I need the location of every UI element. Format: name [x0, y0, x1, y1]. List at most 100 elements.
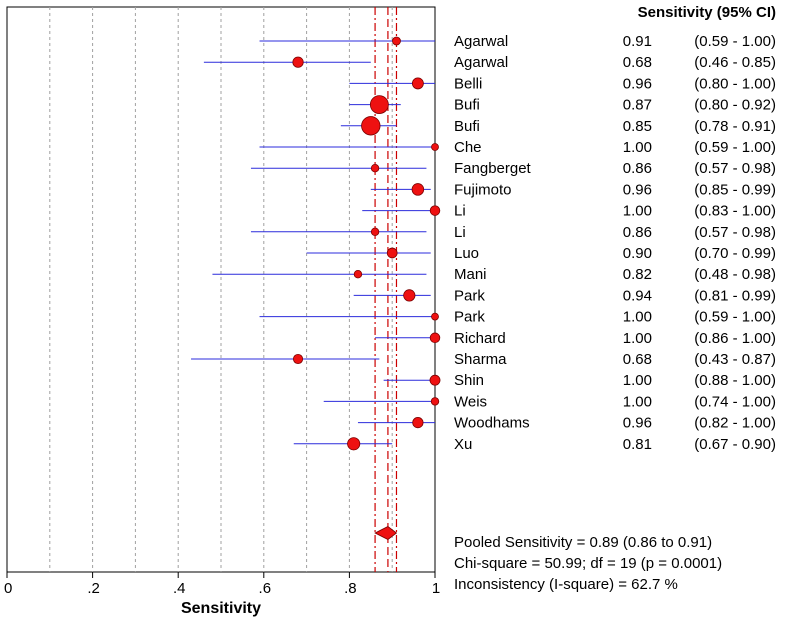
pooled-diamond	[374, 526, 398, 540]
study-sensitivity: 0.82	[623, 266, 652, 283]
x-tick-label: 1	[432, 580, 440, 597]
study-ci: (0.82 - 1.00)	[694, 415, 776, 432]
study-marker	[429, 205, 441, 216]
study-name: Sharma	[454, 351, 507, 368]
study-sensitivity: 0.86	[623, 160, 652, 177]
pooled-diamond-group	[374, 526, 398, 540]
study-name: Bufi	[454, 118, 480, 135]
study-marker	[347, 437, 361, 451]
study-ci: (0.57 - 0.98)	[694, 160, 776, 177]
study-labels: Agarwal 0.91 (0.59 - 1.00) Agarwal 0.68 (0.46…	[454, 33, 776, 453]
x-tick-label: .2	[87, 580, 100, 597]
study-sensitivity: 1.00	[623, 203, 652, 220]
study-sensitivity: 0.91	[623, 33, 652, 50]
study-marker	[369, 95, 389, 114]
study-ci: (0.85 - 0.99)	[694, 181, 776, 198]
study-ci: (0.59 - 1.00)	[694, 309, 776, 326]
study-name: Weis	[454, 393, 487, 410]
study-sensitivity: 1.00	[623, 393, 652, 410]
study-marker	[431, 312, 439, 321]
study-sensitivity: 1.00	[623, 309, 652, 326]
study-marker	[411, 77, 424, 90]
summary-line: Inconsistency (I-square) = 62.7 %	[454, 576, 678, 593]
study-marker	[353, 270, 363, 279]
study-markers	[292, 36, 441, 451]
study-name: Fangberget	[454, 160, 532, 177]
study-ci: (0.59 - 1.00)	[694, 33, 776, 50]
study-ci: (0.80 - 0.92)	[694, 97, 776, 114]
study-sensitivity: 0.87	[623, 97, 652, 114]
study-ci: (0.86 - 1.00)	[694, 330, 776, 347]
study-marker	[386, 247, 398, 259]
study-name: Woodhams	[454, 415, 530, 432]
study-ci: (0.83 - 1.00)	[694, 203, 776, 220]
summary-line: Pooled Sensitivity = 0.89 (0.86 to 0.91)	[454, 534, 712, 551]
study-sensitivity: 0.96	[623, 75, 652, 92]
x-tick-label: 0	[4, 580, 12, 597]
summary-line: Chi-square = 50.99; df = 19 (p = 0.0001)	[454, 555, 722, 572]
study-name: Li	[454, 203, 466, 220]
study-name: Li	[454, 224, 466, 241]
study-ci: (0.67 - 0.90)	[694, 436, 776, 453]
study-marker	[412, 416, 424, 429]
study-marker	[361, 116, 381, 136]
study-name: Belli	[454, 75, 482, 92]
pooled-lines	[374, 7, 398, 572]
study-ci: (0.70 - 0.99)	[694, 245, 776, 262]
study-sensitivity: 0.94	[623, 287, 652, 304]
study-sensitivity: 0.68	[623, 54, 652, 71]
study-name: Richard	[454, 330, 506, 347]
x-tick-label: .6	[259, 580, 272, 597]
study-sensitivity: 0.68	[623, 351, 652, 368]
x-tick-label: .4	[173, 580, 186, 597]
study-name: Fujimoto	[454, 181, 512, 198]
study-ci: (0.57 - 0.98)	[694, 224, 776, 241]
study-ci: (0.43 - 0.87)	[694, 351, 776, 368]
study-ci: (0.81 - 0.99)	[694, 287, 776, 304]
study-sensitivity: 1.00	[623, 330, 652, 347]
grid-lines	[49, 7, 393, 572]
study-marker	[370, 227, 380, 236]
study-name: Che	[454, 139, 482, 156]
study-name: Bufi	[454, 97, 480, 114]
study-sensitivity: 0.90	[623, 245, 652, 262]
study-marker	[292, 56, 304, 68]
study-name: Shin	[454, 372, 484, 389]
study-name: Park	[454, 287, 485, 304]
study-sensitivity: 0.81	[623, 436, 652, 453]
summary-stats: Pooled Sensitivity = 0.89 (0.86 to 0.91)…	[454, 534, 722, 593]
study-sensitivity: 0.96	[623, 415, 652, 432]
study-name: Xu	[454, 436, 472, 453]
study-sensitivity: 1.00	[623, 372, 652, 389]
x-axis-label: Sensitivity	[181, 600, 261, 617]
study-ci: (0.78 - 0.91)	[694, 118, 776, 135]
x-axis: 0 .2 .4 .6 .8 1	[4, 572, 440, 597]
study-marker	[370, 164, 380, 173]
column-header: Sensitivity (95% CI)	[638, 4, 776, 21]
study-marker	[411, 183, 425, 196]
study-name: Mani	[454, 266, 487, 283]
study-name: Park	[454, 309, 485, 326]
study-marker	[392, 36, 401, 46]
study-marker	[429, 374, 441, 386]
study-sensitivity: 1.00	[623, 139, 652, 156]
study-ci: (0.59 - 1.00)	[694, 139, 776, 156]
study-marker	[431, 143, 439, 151]
study-marker	[429, 332, 441, 344]
study-name: Agarwal	[454, 54, 508, 71]
study-marker	[403, 289, 416, 302]
study-ci: (0.88 - 1.00)	[694, 372, 776, 389]
study-marker	[292, 353, 304, 365]
study-name: Agarwal	[454, 33, 508, 50]
study-name: Luo	[454, 245, 479, 262]
study-ci: (0.80 - 1.00)	[694, 75, 776, 92]
study-sensitivity: 0.85	[623, 118, 652, 135]
study-ci: (0.48 - 0.98)	[694, 266, 776, 283]
study-sensitivity: 0.96	[623, 181, 652, 198]
study-ci: (0.74 - 1.00)	[694, 393, 776, 410]
study-marker	[430, 397, 440, 406]
x-tick-label: .8	[344, 580, 357, 597]
study-ci: (0.46 - 0.85)	[694, 54, 776, 71]
study-sensitivity: 0.86	[623, 224, 652, 241]
